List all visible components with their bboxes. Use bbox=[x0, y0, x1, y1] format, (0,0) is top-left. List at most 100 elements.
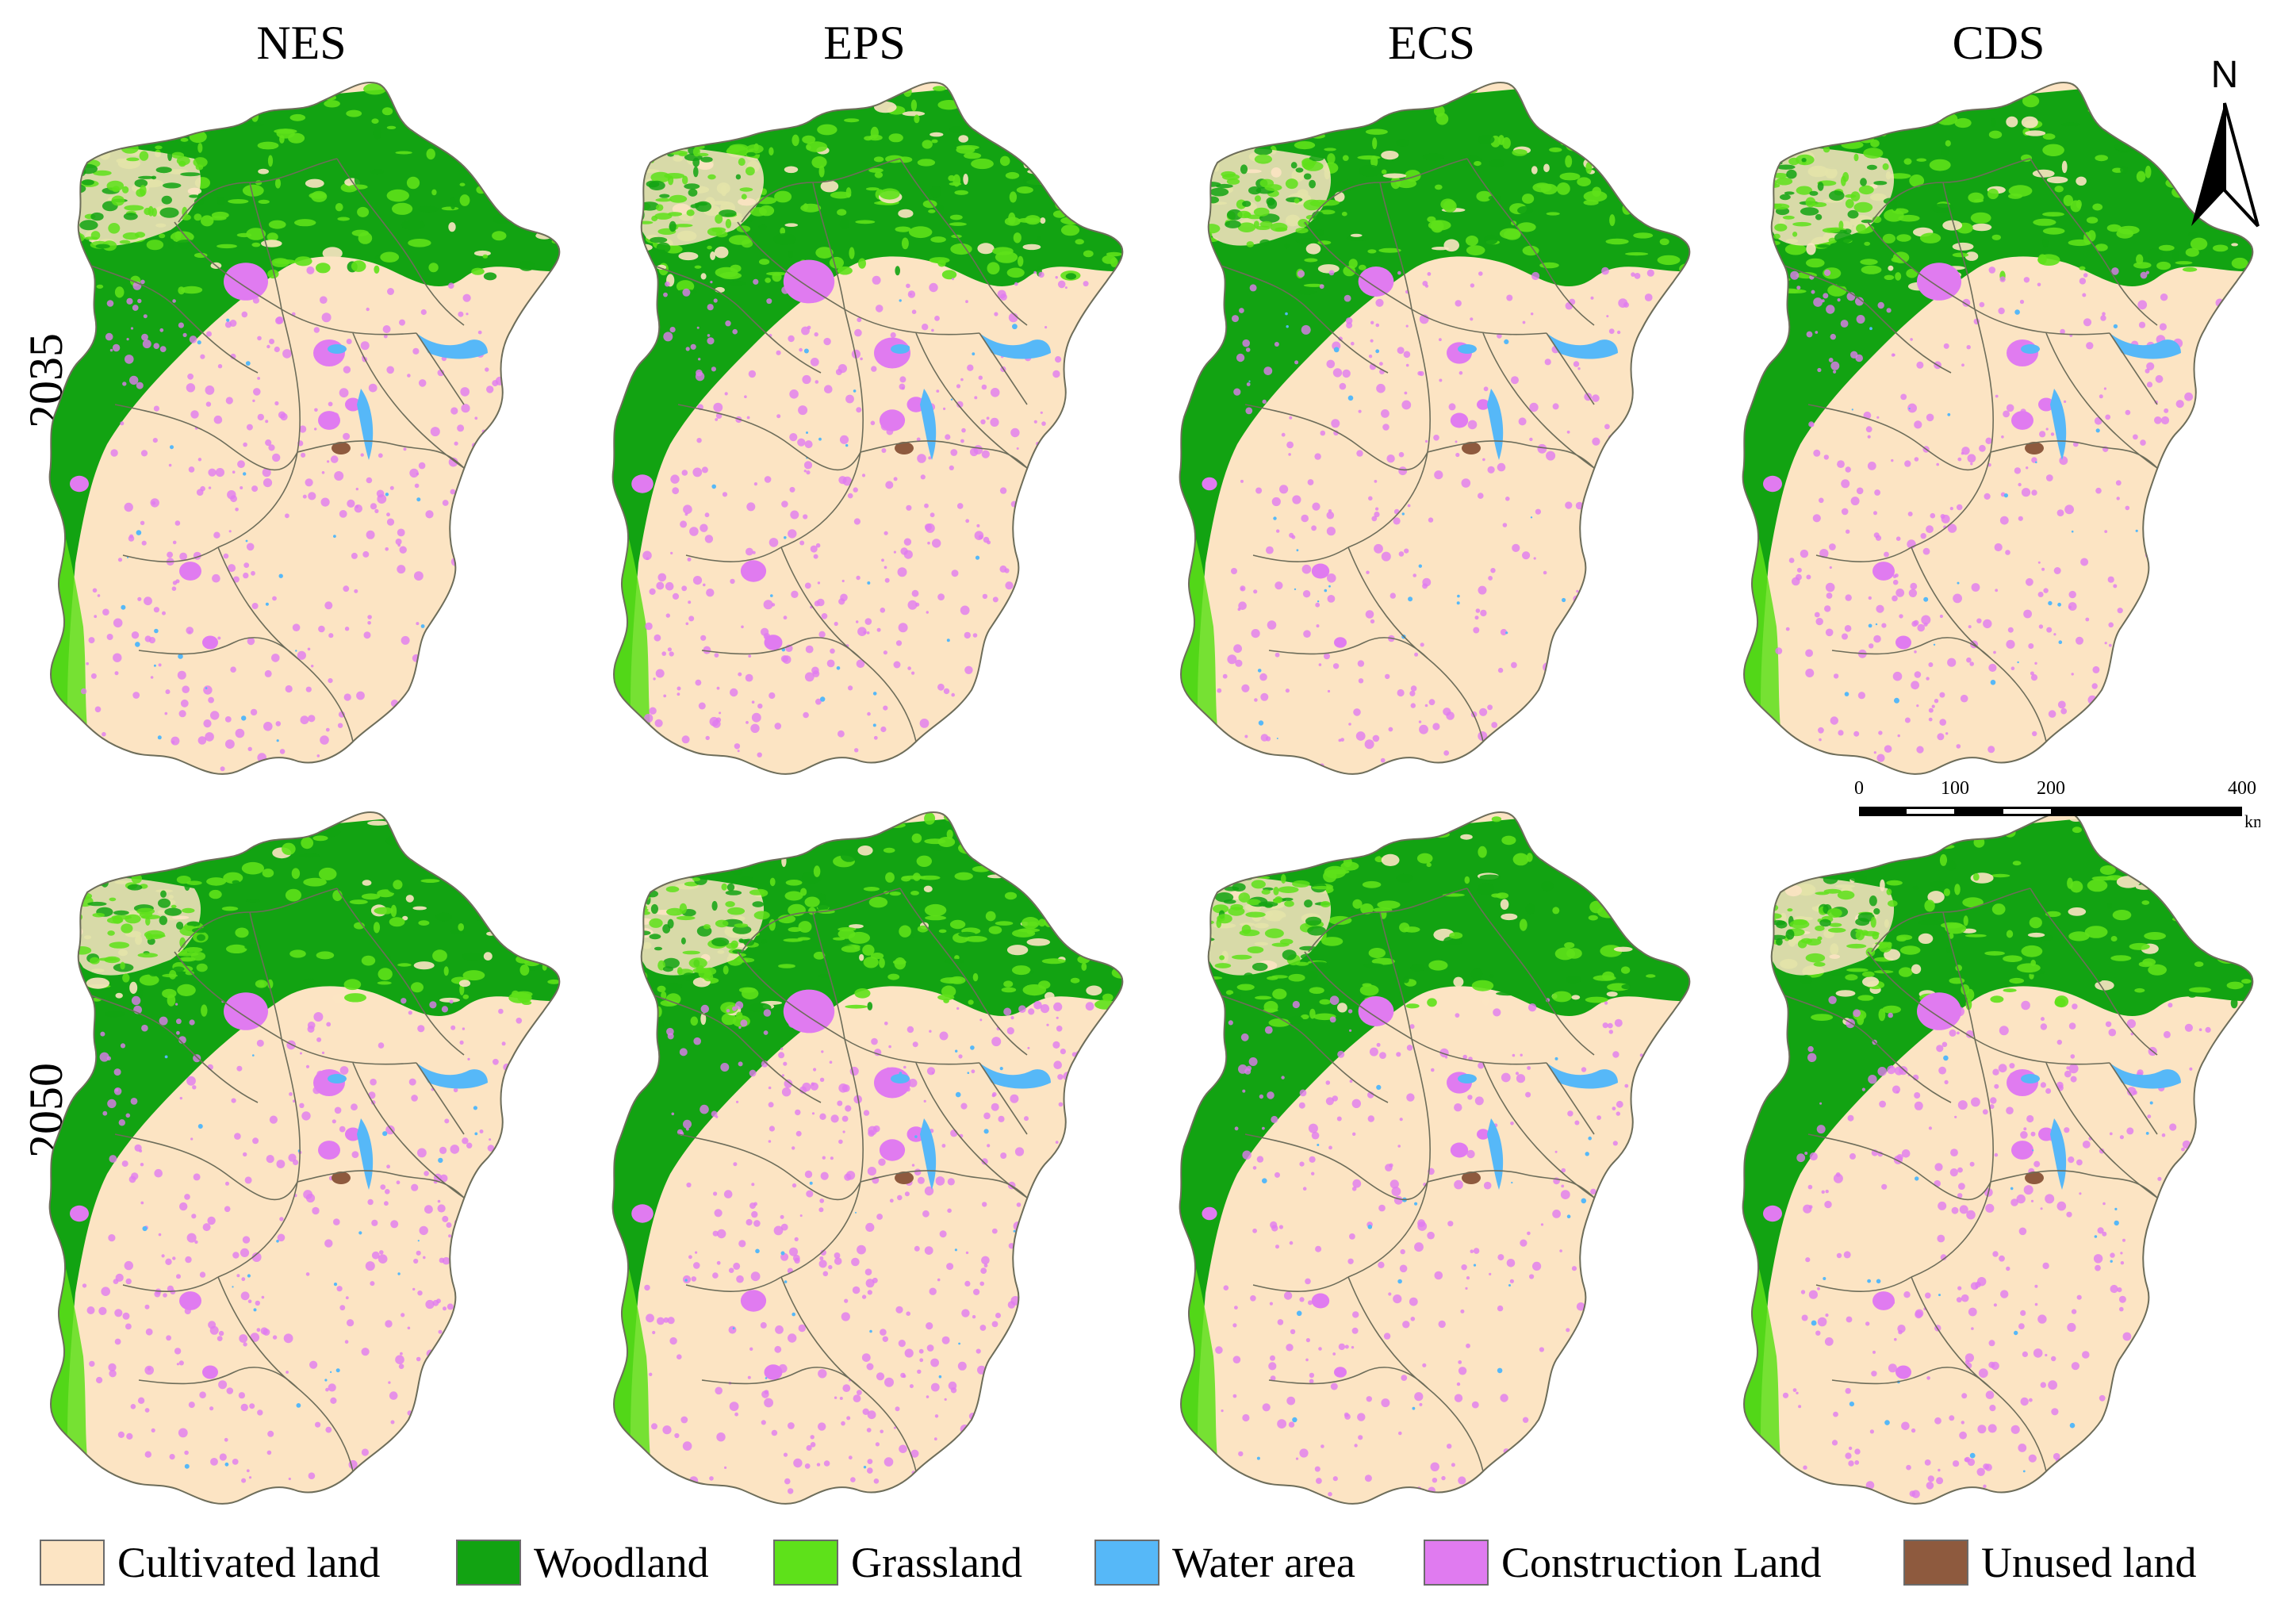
land-patch bbox=[1213, 904, 1229, 914]
construction-patch bbox=[187, 373, 194, 380]
land-patch bbox=[450, 197, 456, 210]
construction-patch bbox=[1019, 499, 1029, 509]
construction-patch bbox=[2038, 624, 2044, 629]
land-patch bbox=[145, 917, 151, 926]
construction-patch bbox=[2179, 527, 2184, 533]
land-patch bbox=[1242, 201, 1251, 207]
land-patch bbox=[1075, 239, 1084, 245]
construction-patch bbox=[1053, 1002, 1063, 1011]
construction-patch bbox=[374, 508, 379, 514]
construction-patch bbox=[215, 468, 224, 477]
construction-patch bbox=[1378, 1204, 1386, 1212]
construction-patch bbox=[316, 754, 320, 757]
construction-patch bbox=[981, 1256, 990, 1265]
land-patch bbox=[518, 908, 541, 920]
construction-patch bbox=[1064, 428, 1072, 436]
land-patch bbox=[1068, 124, 1086, 136]
land-patch bbox=[1045, 886, 1058, 895]
construction-patch bbox=[2018, 516, 2023, 521]
land-patch bbox=[1295, 961, 1309, 966]
construction-patch bbox=[414, 483, 420, 489]
land-patch bbox=[753, 143, 759, 151]
construction-patch bbox=[1635, 517, 1641, 524]
land-patch bbox=[1026, 930, 1034, 935]
land-patch bbox=[1668, 942, 1683, 948]
construction-patch bbox=[439, 1174, 448, 1183]
land-patch bbox=[985, 911, 996, 922]
admin-border bbox=[737, 951, 980, 1065]
construction-patch bbox=[500, 1321, 509, 1329]
land-patch bbox=[153, 849, 163, 856]
construction-patch bbox=[1608, 629, 1616, 636]
land-patch bbox=[441, 206, 459, 211]
admin-border bbox=[654, 265, 822, 374]
land-patch bbox=[504, 178, 515, 188]
construction-patch bbox=[1324, 653, 1330, 660]
construction-patch bbox=[646, 557, 650, 560]
construction-patch bbox=[1439, 338, 1442, 342]
construction-patch bbox=[400, 1456, 403, 1459]
construction-patch bbox=[497, 671, 507, 681]
land-patch bbox=[1241, 924, 1251, 934]
construction-patch bbox=[1000, 1359, 1009, 1367]
land-patch bbox=[902, 111, 926, 117]
construction-patch bbox=[182, 332, 187, 337]
water-patch bbox=[205, 687, 208, 689]
water-patch bbox=[869, 1329, 872, 1333]
construction-patch bbox=[1904, 460, 1911, 467]
land-patch bbox=[1196, 153, 1202, 160]
land-patch bbox=[1297, 219, 1309, 228]
construction-patch bbox=[412, 1287, 416, 1291]
construction-patch bbox=[401, 701, 406, 706]
land-patch bbox=[92, 912, 105, 918]
construction-patch bbox=[131, 995, 141, 1006]
land-patch bbox=[1110, 821, 1123, 832]
land-patch bbox=[139, 151, 149, 161]
construction-patch bbox=[2064, 504, 2074, 515]
land-patch bbox=[1613, 946, 1633, 952]
construction-patch bbox=[1451, 1463, 1455, 1467]
land-patch bbox=[125, 914, 141, 924]
construction-patch bbox=[208, 468, 217, 477]
construction-patch bbox=[1326, 527, 1336, 536]
city-area bbox=[70, 475, 89, 493]
construction-patch bbox=[1033, 420, 1037, 424]
land-patch bbox=[192, 94, 200, 101]
construction-patch bbox=[804, 672, 815, 682]
land-patch bbox=[349, 899, 368, 905]
construction-patch bbox=[1036, 1252, 1041, 1258]
land-patch bbox=[1945, 860, 1957, 872]
construction-patch bbox=[1590, 1188, 1596, 1195]
construction-patch bbox=[917, 1369, 922, 1374]
construction-patch bbox=[714, 1209, 723, 1218]
city-area bbox=[1311, 563, 1330, 579]
land-patch bbox=[196, 963, 208, 972]
construction-patch bbox=[1623, 1248, 1632, 1256]
construction-patch bbox=[1078, 1345, 1085, 1352]
construction-patch bbox=[794, 1257, 800, 1264]
land-patch bbox=[1359, 984, 1379, 996]
construction-patch bbox=[504, 505, 513, 515]
construction-patch bbox=[1455, 300, 1462, 307]
land-patch bbox=[834, 96, 857, 107]
construction-patch bbox=[2141, 750, 2148, 757]
construction-patch bbox=[828, 1264, 833, 1270]
construction-patch bbox=[443, 1306, 447, 1311]
land-patch bbox=[680, 937, 686, 945]
construction-patch bbox=[1339, 382, 1347, 390]
land-patch bbox=[642, 852, 650, 863]
water-patch bbox=[121, 604, 126, 610]
construction-patch bbox=[669, 327, 676, 333]
construction-patch bbox=[481, 1466, 488, 1471]
construction-patch bbox=[325, 1426, 332, 1433]
land-patch bbox=[1422, 153, 1445, 161]
land-patch bbox=[1083, 250, 1094, 258]
land-patch bbox=[710, 816, 728, 823]
construction-patch bbox=[1775, 647, 1783, 654]
land-patch bbox=[1502, 137, 1511, 149]
construction-patch bbox=[384, 1201, 389, 1206]
land-patch bbox=[692, 147, 700, 157]
construction-patch bbox=[109, 1155, 117, 1163]
land-patch bbox=[66, 252, 74, 263]
land-patch bbox=[1284, 900, 1294, 907]
